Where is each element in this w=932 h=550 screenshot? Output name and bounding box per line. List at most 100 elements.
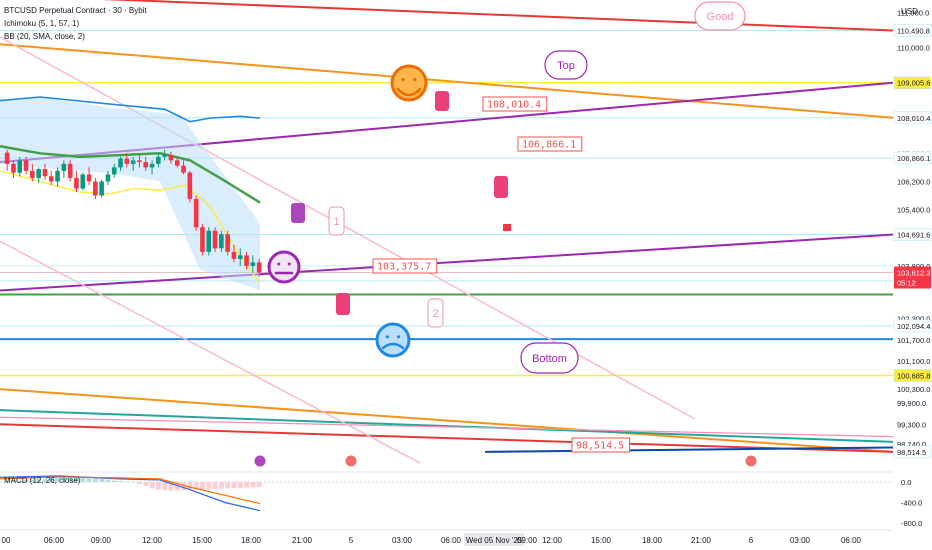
price-callout[interactable]: 98,514.5 [571, 437, 631, 453]
time-tick: 06:00 [841, 536, 862, 545]
candle [93, 181, 98, 196]
macd-histogram-bar [149, 482, 155, 489]
price-callout[interactable]: 103,375.7 [372, 258, 438, 274]
chart-legend: BTCUSD Perpetual Contract · 30 · Bybit I… [4, 4, 147, 43]
candle [225, 234, 230, 252]
macd-histogram-bar [168, 482, 174, 491]
svg-text:106,866.1: 106,866.1 [522, 140, 576, 151]
note-1[interactable]: 1 [328, 206, 345, 236]
orange-lower-trendline [0, 388, 894, 453]
pointing-hand-icon [494, 176, 508, 198]
macd-tick: -400.0 [901, 499, 922, 508]
macd-histogram-bar [256, 482, 262, 488]
note-top[interactable]: Top [544, 50, 588, 80]
candle [162, 155, 167, 157]
event-markers [254, 455, 757, 467]
price-tick: 106,200.0 [897, 177, 930, 186]
macd-histogram-bar [200, 482, 205, 490]
price-tick: 102,300.0 [897, 315, 930, 324]
price-tick: 101,100.0 [897, 357, 930, 366]
price-tick: 98,740.0 [897, 440, 926, 449]
candle [67, 163, 73, 178]
macd-histogram-bar [174, 482, 180, 491]
level-label: 98,514.5 [897, 448, 926, 457]
level-label: 108,010.4 [897, 114, 930, 123]
candle [168, 155, 174, 161]
price-tick: 99,900.0 [897, 399, 926, 408]
macd-tick: 0.0 [901, 478, 911, 487]
candle [156, 156, 161, 164]
macd-histogram-bar [111, 480, 117, 482]
note-good[interactable]: Good [694, 1, 746, 31]
macd-histogram-bar [225, 482, 231, 489]
time-tick: 6 [749, 536, 754, 545]
macd-histogram-bar [48, 478, 54, 482]
time-tick: 15:00 [192, 536, 213, 545]
pointing-hand-icon [291, 203, 305, 223]
candle [55, 170, 60, 182]
indicators [0, 96, 261, 291]
price-tick: 99,300.0 [897, 420, 926, 429]
candle [130, 160, 136, 164]
price-callouts: 108,010.4 106,866.1 103,375.7 98,514.5 [372, 96, 631, 453]
macd-histogram-bar [118, 480, 124, 482]
macd-histogram-bar [11, 480, 16, 482]
macd-histogram-bar [162, 482, 168, 491]
macd-histogram-bar [206, 482, 212, 490]
macd-histogram-bar [86, 477, 92, 482]
level-label-bg [893, 369, 932, 382]
note-2[interactable]: 2 [427, 298, 444, 328]
macd-histogram-bar [67, 477, 73, 482]
candle [118, 158, 123, 168]
macd-histogram-bar [74, 476, 79, 482]
pointing-hand-icon [435, 91, 449, 111]
level-label: 110,490.8 [897, 26, 930, 35]
svg-text:108,010.4: 108,010.4 [487, 100, 541, 111]
candle [48, 176, 54, 182]
macd-histogram-bar [36, 478, 42, 482]
neutral-face-icon [267, 250, 301, 284]
candle [111, 167, 117, 175]
time-tick: 21:00 [691, 536, 712, 545]
svg-text:Good: Good [707, 11, 734, 23]
candle [105, 174, 111, 182]
macd-histogram-bar [244, 482, 250, 488]
note-bottom[interactable]: Bottom [520, 342, 579, 374]
notes: Good Top Bottom 1 2 [328, 1, 746, 374]
candle [206, 230, 212, 252]
time-tick: 18:00 [241, 536, 262, 545]
time-tick: 03:00 [790, 536, 811, 545]
candle [11, 163, 16, 173]
macd-histogram-bar [124, 481, 130, 483]
level-label: 102,094.4 [897, 322, 930, 331]
pink-diagonal-1 [0, 36, 696, 420]
macd-histogram-bar [231, 482, 237, 489]
candle [174, 160, 180, 166]
trend-lines [0, 0, 894, 464]
red-top-trendline [101, 0, 894, 32]
candle [187, 172, 193, 200]
red-bottom-trendline [0, 423, 894, 453]
candle [74, 177, 79, 189]
candle [212, 230, 218, 249]
event-icon[interactable] [254, 455, 266, 467]
purple-lower-trendline [0, 233, 894, 292]
macd-histogram-bar [187, 482, 193, 490]
price-callout[interactable]: 108,010.4 [482, 96, 548, 112]
pink-trendline [0, 416, 894, 438]
event-icon[interactable] [345, 455, 357, 467]
macd-histogram-bar [23, 479, 29, 482]
time-tick: Wed 05 Nov '25 [466, 536, 523, 545]
candle [36, 169, 41, 178]
current-price-text: 103,612.3 [897, 269, 930, 278]
sad-face-icon [375, 322, 411, 358]
pointing-hand-icon [336, 293, 350, 315]
macd-histogram-bar [219, 482, 224, 489]
time-tick: 18:00 [642, 536, 663, 545]
macd-histogram-bar [42, 479, 48, 482]
currency-label: USD [901, 7, 918, 16]
event-icon[interactable] [745, 455, 757, 467]
price-callout[interactable]: 106,866.1 [517, 136, 583, 152]
